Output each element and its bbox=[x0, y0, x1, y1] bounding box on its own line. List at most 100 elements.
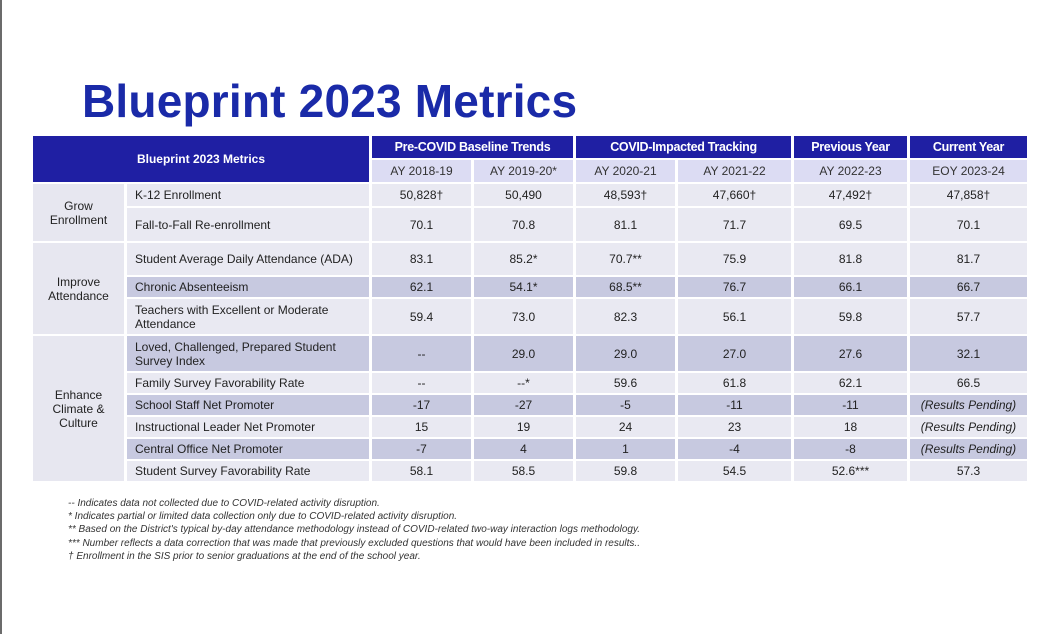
metric-value: -- bbox=[372, 336, 471, 371]
table-row: School Staff Net Promoter -17 -27 -5 -11 -11(… bbox=[33, 395, 1027, 415]
group-header-previous-year: Previous Year bbox=[794, 136, 907, 158]
table-row: Improve Attendance Student Average Daily … bbox=[33, 243, 1027, 334]
metric-value: 59.8 bbox=[576, 461, 675, 481]
page-title: Blueprint 2023 Metrics bbox=[82, 75, 578, 127]
metric-value: 47,858† bbox=[910, 184, 1027, 206]
metric-value: 57.3 bbox=[910, 461, 1027, 481]
section-label: Enhance Climate & Culture bbox=[33, 336, 124, 481]
metric-value: 69.5 bbox=[794, 208, 907, 241]
metric-value: 81.1 bbox=[576, 208, 675, 241]
metric-value: 82.3 bbox=[576, 299, 675, 334]
year-header: AY 2018-19 bbox=[372, 160, 471, 182]
metrics-table: Blueprint 2023 Metrics Pre-COVID Baselin… bbox=[30, 134, 1030, 483]
metric-value: 66.7 bbox=[910, 277, 1027, 297]
metric-value: 29.0 bbox=[576, 336, 675, 371]
metric-value: 70.1 bbox=[910, 208, 1027, 241]
metric-value: 58.5 bbox=[474, 461, 573, 481]
section-label: Grow Enrollment bbox=[33, 184, 124, 241]
metric-value: -17 bbox=[372, 395, 471, 415]
metric-name: Fall-to-Fall Re-enrollment bbox=[127, 208, 369, 241]
metric-value: 71.7 bbox=[678, 208, 791, 241]
metric-value: --* bbox=[474, 373, 573, 393]
metric-value: 18 bbox=[794, 417, 907, 437]
metric-value: 27.6 bbox=[794, 336, 907, 371]
table-row: Teachers with Excellent or Moderate Atte… bbox=[33, 299, 1027, 334]
metric-value: -5 bbox=[576, 395, 675, 415]
metric-name: Teachers with Excellent or Moderate Atte… bbox=[127, 299, 369, 334]
metric-value: 81.7 bbox=[910, 243, 1027, 275]
table-row: Grow Enrollment K-12 Enrollment 50,828† 50,… bbox=[33, 184, 1027, 241]
metric-value: 19 bbox=[474, 417, 573, 437]
metric-value: 48,593† bbox=[576, 184, 675, 206]
metric-value: 47,660† bbox=[678, 184, 791, 206]
metric-value: 66.5 bbox=[910, 373, 1027, 393]
metric-value: 50,490 bbox=[474, 184, 573, 206]
metric-value: (Results Pending) bbox=[910, 439, 1027, 459]
metric-value: -27 bbox=[474, 395, 573, 415]
metric-value: 52.6*** bbox=[794, 461, 907, 481]
footnote: *** Number reflects a data correction th… bbox=[68, 537, 640, 549]
metric-name: Loved, Challenged, Prepared Student Surv… bbox=[127, 336, 369, 371]
footnote: † Enrollment in the SIS prior to senior … bbox=[68, 550, 421, 562]
metric-value: 70.7** bbox=[576, 243, 675, 275]
metric-value: 62.1 bbox=[794, 373, 907, 393]
metric-name: Student Average Daily Attendance (ADA) bbox=[127, 243, 369, 275]
metric-value: 68.5** bbox=[576, 277, 675, 297]
header-group-row: Blueprint 2023 Metrics Pre-COVID Baselin… bbox=[33, 136, 1027, 182]
metric-name: Student Survey Favorability Rate bbox=[127, 461, 369, 481]
footnote: ** Based on the District's typical by-da… bbox=[68, 524, 641, 536]
year-header: AY 2021-22 bbox=[678, 160, 791, 182]
metric-value: 47,492† bbox=[794, 184, 907, 206]
year-header: AY 2019-20* bbox=[474, 160, 573, 182]
metric-value: 83.1 bbox=[372, 243, 471, 275]
metric-value: 62.1 bbox=[372, 277, 471, 297]
footnotes: -- Indicates data not collected due to C… bbox=[68, 497, 640, 563]
table-row: Central Office Net Promoter -7 4 1 -4 -8 (Resu… bbox=[33, 439, 1027, 459]
year-header: EOY 2023-24 bbox=[910, 160, 1027, 182]
metric-value: -4 bbox=[678, 439, 791, 459]
metric-name: School Staff Net Promoter bbox=[127, 395, 369, 415]
table-corner-label: Blueprint 2023 Metrics bbox=[33, 136, 369, 182]
footnote: -- Indicates data not collected due to C… bbox=[68, 498, 380, 509]
metric-value: -8 bbox=[794, 439, 907, 459]
metric-value: 70.8 bbox=[474, 208, 573, 241]
metric-name: Family Survey Favorability Rate bbox=[127, 373, 369, 393]
year-header: AY 2020-21 bbox=[576, 160, 675, 182]
group-header-covid-impacted: COVID-Impacted Tracking bbox=[576, 136, 791, 158]
header-year-row: AY 2018-19 AY 2019-20* AY 2020-21 AY 202… bbox=[33, 160, 1027, 182]
metric-value: (Results Pending) bbox=[910, 417, 1027, 437]
metric-value: 29.0 bbox=[474, 336, 573, 371]
table-row: Student Survey Favorability Rate 58.1 58.5… bbox=[33, 461, 1027, 481]
footnote: * Indicates partial or limited data coll… bbox=[68, 511, 458, 523]
group-header-pre-covid: Pre-COVID Baseline Trends bbox=[372, 136, 573, 158]
metric-value: 73.0 bbox=[474, 299, 573, 334]
metric-name: Chronic Absenteeism bbox=[127, 277, 369, 297]
metric-value: -- bbox=[372, 373, 471, 393]
metric-value: 76.7 bbox=[678, 277, 791, 297]
metric-value: 70.1 bbox=[372, 208, 471, 241]
metric-value: -11 bbox=[794, 395, 907, 415]
metric-value: 23 bbox=[678, 417, 791, 437]
metric-value: 54.5 bbox=[678, 461, 791, 481]
metric-value: 24 bbox=[576, 417, 675, 437]
metric-value: 85.2* bbox=[474, 243, 573, 275]
page-border bbox=[0, 0, 2, 634]
metric-value: 66.1 bbox=[794, 277, 907, 297]
metric-value: -11 bbox=[678, 395, 791, 415]
section-label: Improve Attendance bbox=[33, 243, 124, 334]
metric-value: (Results Pending) bbox=[910, 395, 1027, 415]
metric-value: 15 bbox=[372, 417, 471, 437]
metric-value: 50,828† bbox=[372, 184, 471, 206]
metric-value: 56.1 bbox=[678, 299, 791, 334]
metric-value: 59.6 bbox=[576, 373, 675, 393]
metric-name: Instructional Leader Net Promoter bbox=[127, 417, 369, 437]
metric-name: Central Office Net Promoter bbox=[127, 439, 369, 459]
metric-value: 57.7 bbox=[910, 299, 1027, 334]
year-header: AY 2022-23 bbox=[794, 160, 907, 182]
metric-value: -7 bbox=[372, 439, 471, 459]
group-header-current-year: Current Year bbox=[910, 136, 1027, 158]
metric-value: 58.1 bbox=[372, 461, 471, 481]
metric-value: 27.0 bbox=[678, 336, 791, 371]
table-row: Fall-to-Fall Re-enrollment 70.1 70.8 81.1 71… bbox=[33, 208, 1027, 241]
metric-value: 4 bbox=[474, 439, 573, 459]
